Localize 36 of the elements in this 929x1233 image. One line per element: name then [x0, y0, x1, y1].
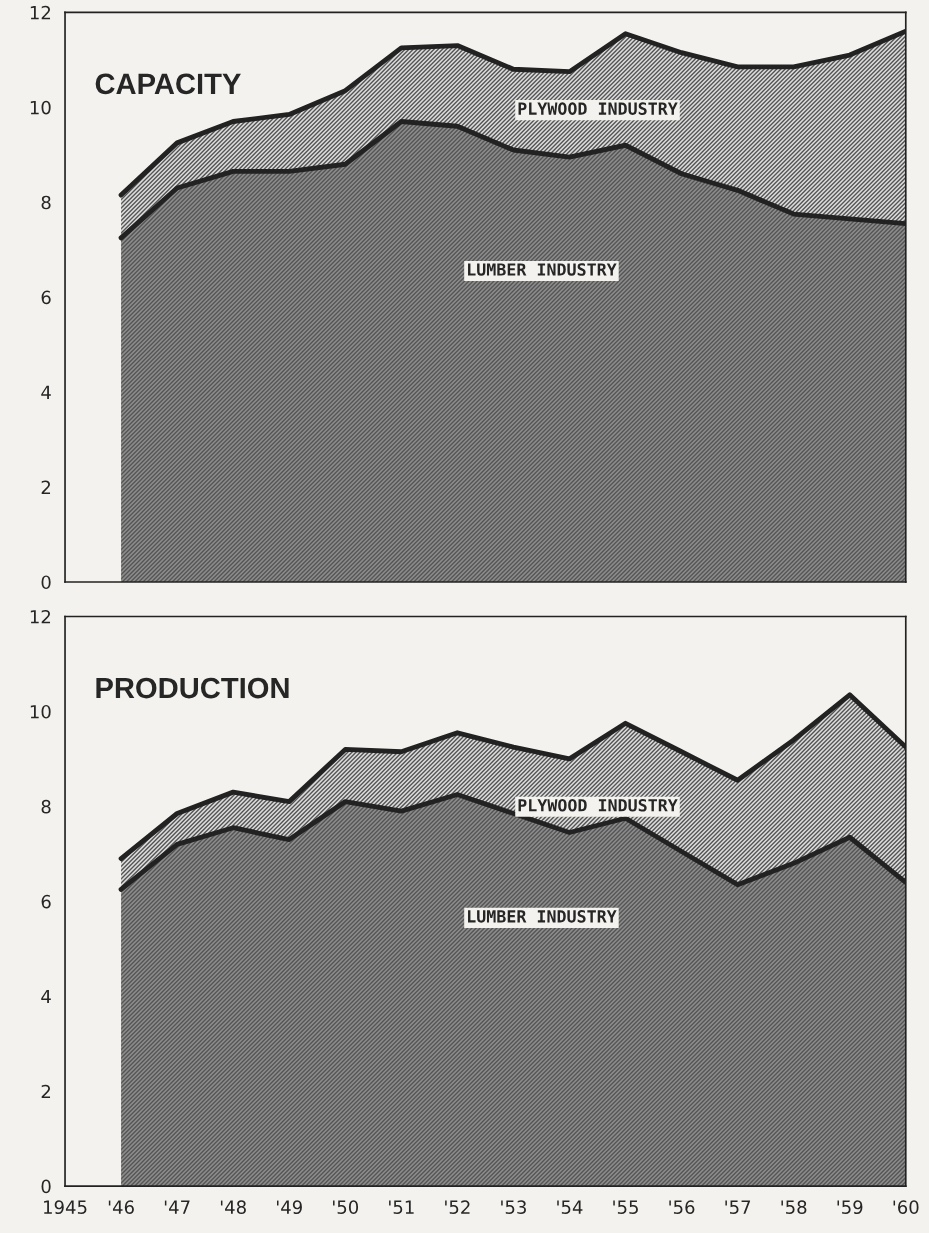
y-tick-label: 0	[41, 1179, 51, 1194]
x-tick-label: 1945	[44, 1200, 87, 1215]
y-tick-label: 2	[41, 480, 51, 494]
y-tick-label: 10	[30, 704, 51, 719]
x-tick-label: '56	[669, 1200, 695, 1215]
y-tick-label: 4	[41, 385, 51, 399]
series-label: PLYWOOD INDUSTRY	[518, 798, 678, 812]
y-tick-label: 6	[41, 290, 51, 305]
x-tick-label: '59	[837, 1200, 863, 1215]
y-tick-label: 12	[30, 5, 51, 20]
x-tick-label: '52	[445, 1200, 470, 1215]
x-tick-label: '57	[725, 1200, 751, 1215]
x-tick-label: '60	[893, 1200, 919, 1215]
y-tick-label: 8	[41, 799, 51, 814]
x-tick-label: '48	[220, 1200, 246, 1215]
series-label: LUMBER INDUSTRY	[468, 263, 617, 276]
series-label: PLYWOOD INDUSTRY	[518, 102, 678, 115]
y-tick-label: 10	[30, 100, 51, 115]
x-tick-label: '50	[333, 1200, 359, 1215]
y-tick-label: 4	[41, 989, 51, 1004]
x-tick-label: '46	[108, 1200, 134, 1215]
x-tick-label: '54	[557, 1200, 583, 1215]
x-tick-label: '49	[277, 1200, 302, 1215]
text: PRODUCTION	[96, 677, 289, 699]
y-tick-label: 2	[41, 1084, 51, 1099]
y-tick-label: 0	[41, 575, 51, 590]
y-tick-label: 8	[41, 195, 51, 210]
x-tick-label: '58	[781, 1200, 807, 1215]
series-label: LUMBER INDUSTRY	[468, 910, 617, 923]
y-tick-label: 12	[30, 609, 51, 624]
text: CAPACITY	[95, 73, 241, 95]
x-tick-label: '55	[613, 1200, 638, 1215]
x-tick-label: '47	[164, 1200, 190, 1214]
y-tick-label: 6	[41, 894, 51, 909]
x-tick-label: '51	[389, 1200, 414, 1215]
x-tick-label: '53	[501, 1200, 526, 1215]
